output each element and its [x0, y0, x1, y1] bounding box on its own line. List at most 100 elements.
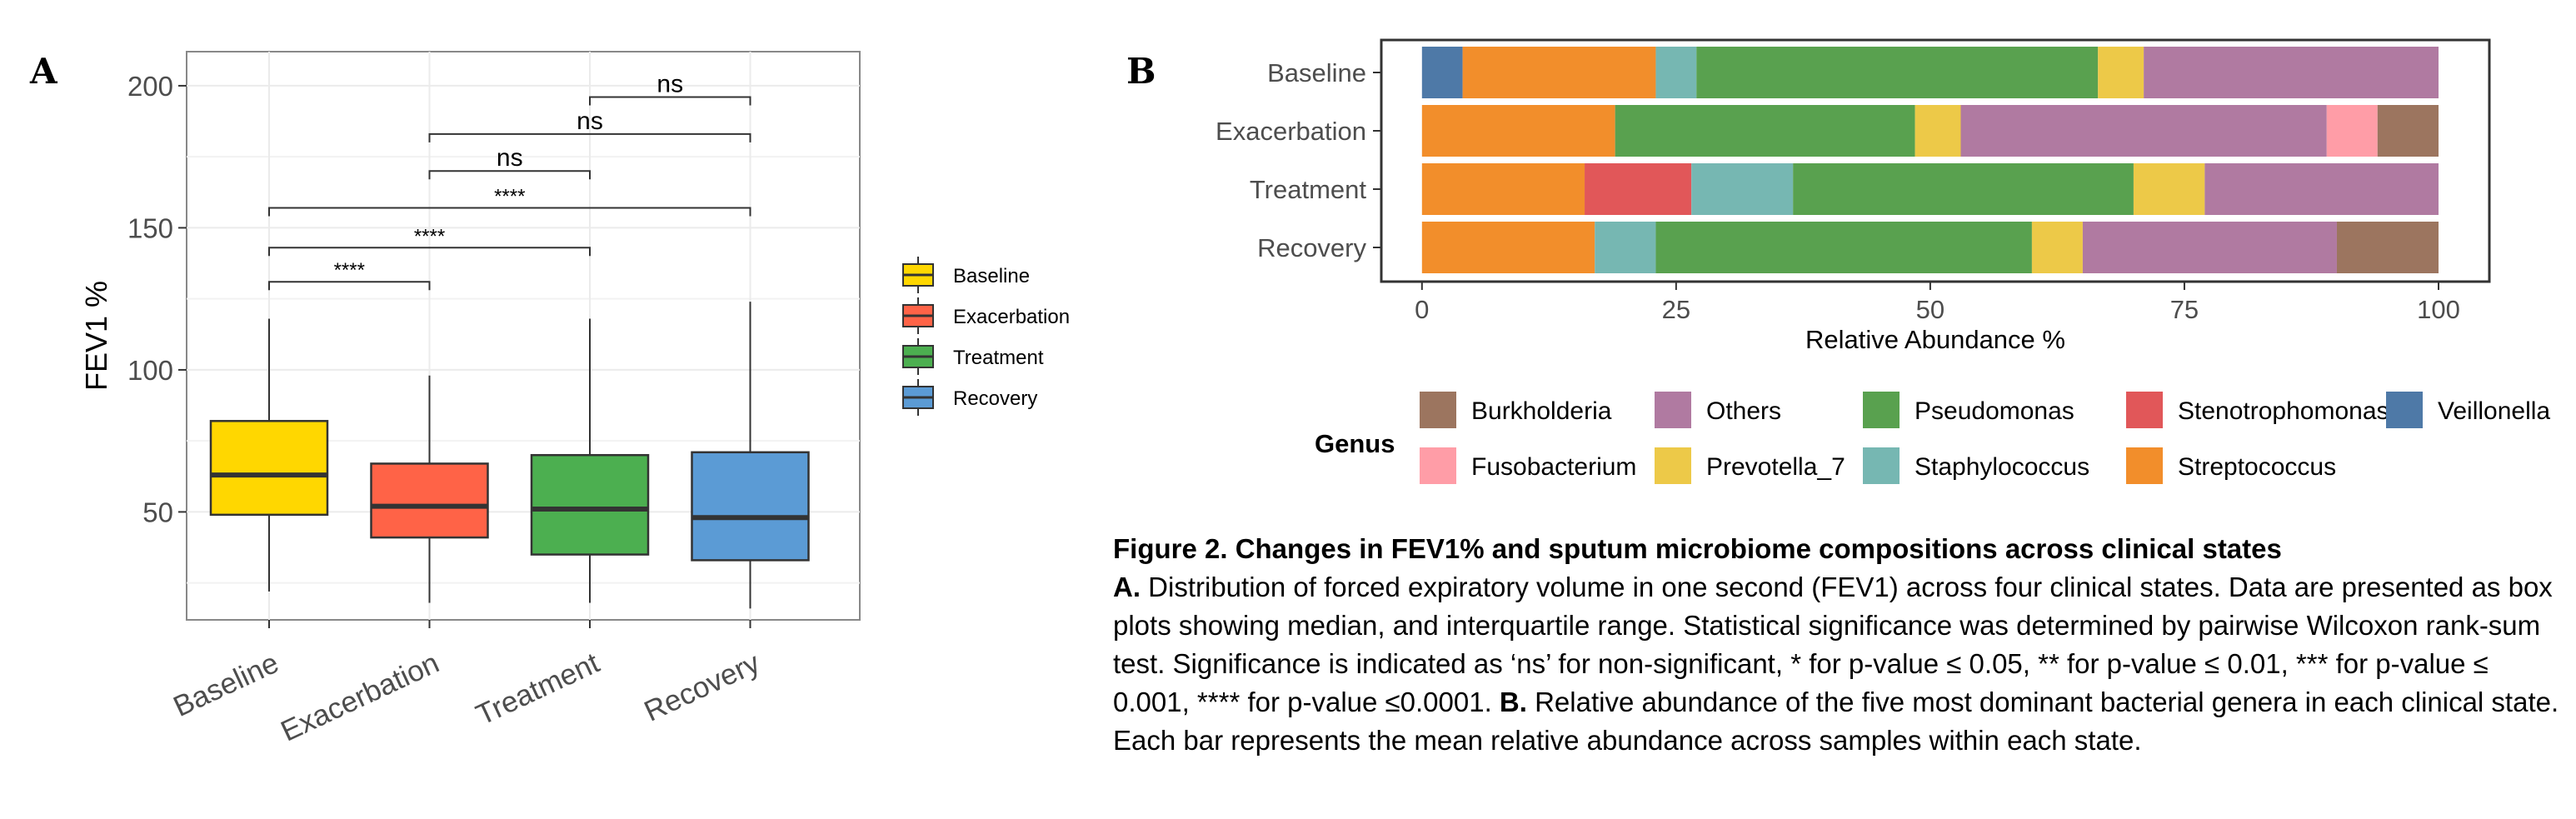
legend-item-recovery: Recovery — [902, 379, 1037, 416]
legend-label: Prevotella_7 — [1706, 453, 1845, 481]
legend-label: Stenotrophomonas — [2178, 397, 2389, 425]
legend-item-others: Others — [1655, 392, 1781, 428]
x-tick-label: 100 — [2417, 295, 2460, 324]
y-tick-label: 150 — [127, 212, 173, 243]
legend-swatch — [2126, 392, 2163, 428]
legend-item-prevotella_7: Prevotella_7 — [1655, 447, 1845, 484]
legend-item-exacerbation: Exacerbation — [902, 297, 1070, 334]
panel-b-letter: B — [1126, 51, 1156, 92]
legend-item-staphylococcus: Staphylococcus — [1863, 447, 2089, 484]
legend-swatch — [1655, 447, 1691, 484]
panel-b-x-axis-label: Relative Abundance % — [1805, 325, 2065, 354]
box-treatment — [530, 318, 650, 603]
significance-label: ns — [656, 71, 683, 98]
bar-segment-others — [2082, 222, 2337, 273]
bar-segment-streptococcus — [1462, 47, 1656, 98]
bracket-line — [268, 207, 751, 217]
panel-a-legend: Baseline Exacerbation Treatment Recovery — [902, 257, 1070, 416]
box-exacerbation — [370, 375, 489, 603]
legend-swatch — [1863, 392, 1900, 428]
bar-segment-prevotella_7 — [1915, 105, 1961, 157]
legend-swatch — [1420, 447, 1456, 484]
panel-a-y-ticks: 50 100 150 200 — [127, 71, 187, 527]
significance-label: ns — [497, 144, 523, 172]
figure-caption: Figure 2. Changes in FEV1% and sputum mi… — [1113, 530, 2563, 760]
legend-item-stenotrophomonas: Stenotrophomonas — [2126, 392, 2389, 428]
box-recovery — [691, 302, 810, 609]
y-tick-label: Exacerbation — [1216, 117, 1366, 146]
bar-segment-fusobacterium — [2326, 105, 2378, 157]
legend-label: Burkholderia — [1471, 397, 1612, 425]
bar-segment-streptococcus — [1421, 222, 1595, 273]
panel-a-letter: A — [29, 51, 58, 92]
x-tick-label: Treatment — [472, 647, 605, 732]
legend-label: Veillonella — [2438, 397, 2550, 425]
bar-segment-staphylococcus — [1655, 47, 1697, 98]
box-iqr — [209, 420, 329, 517]
panel-b-stacked-bar-chart: Baseline Exacerbation Treatment Recovery 0 2… — [1216, 38, 2491, 354]
panel-b-legend-title: Genus — [1315, 429, 1395, 458]
legend-label: Staphylococcus — [1915, 453, 2089, 481]
caption-a-label: A. — [1113, 572, 1141, 602]
legend-label: Others — [1706, 397, 1781, 425]
legend-item-streptococcus: Streptococcus — [2126, 447, 2336, 484]
legend-swatch — [2386, 392, 2423, 428]
y-tick-label: 100 — [127, 355, 173, 386]
bar-segment-pseudomonas — [1655, 222, 2032, 273]
legend-item-pseudomonas: Pseudomonas — [1863, 392, 2074, 428]
y-tick-label: 50 — [142, 497, 173, 527]
bracket-line — [268, 247, 591, 257]
caption-b-label: B. — [1499, 687, 1527, 717]
y-tick-label: Recovery — [1257, 233, 1366, 262]
legend-label: Recovery — [953, 387, 1037, 410]
bracket-line — [428, 132, 751, 142]
significance-bracket: ns — [428, 107, 751, 142]
box-iqr — [530, 453, 650, 556]
bar-segment-stenotrophomonas — [1585, 163, 1692, 215]
significance-bracket: **** — [268, 259, 431, 291]
caption-title: Figure 2. Changes in FEV1% and sputum mi… — [1113, 533, 2282, 564]
bar-segment-staphylococcus — [1691, 163, 1794, 215]
bar-exacerbation — [1421, 105, 2439, 157]
legend-label: Baseline — [953, 265, 1030, 287]
legend-item-fusobacterium: Fusobacterium — [1420, 447, 1636, 484]
x-tick-label: 50 — [1916, 295, 1944, 324]
panel-a-significance: **** **** **** ns ns ns — [268, 71, 751, 291]
bar-segment-burkholderia — [2377, 105, 2439, 157]
legend-label: Fusobacterium — [1471, 453, 1636, 481]
legend-label: Streptococcus — [2178, 453, 2336, 481]
x-tick-label: Baseline — [168, 647, 283, 723]
caption-a-text: Distribution of forced expiratory volume… — [1113, 572, 2553, 717]
legend-swatch — [1655, 392, 1691, 428]
bar-baseline — [1421, 47, 2439, 98]
box-baseline — [209, 318, 329, 592]
box-iqr — [691, 451, 810, 562]
y-tick-label: Baseline — [1267, 58, 1366, 87]
bracket-line — [428, 170, 591, 180]
x-tick-label: Exacerbation — [276, 647, 444, 748]
panel-b-bars — [1421, 47, 2439, 273]
bar-segment-others — [2204, 163, 2439, 215]
bar-treatment — [1421, 163, 2439, 215]
x-tick-label: 25 — [1662, 295, 1690, 324]
legend-swatch — [1420, 392, 1456, 428]
panel-b-x-ticks: 0 25 50 75 100 — [1415, 282, 2460, 324]
significance-label: **** — [414, 225, 445, 247]
bar-segment-streptococcus — [1421, 163, 1585, 215]
legend-item-baseline: Baseline — [902, 257, 1030, 293]
bar-segment-staphylococcus — [1595, 222, 1656, 273]
panel-a-y-axis-label: FEV1 % — [79, 281, 113, 391]
y-tick-label: Treatment — [1250, 175, 1367, 204]
legend-item-treatment: Treatment — [902, 338, 1044, 375]
significance-bracket: **** — [268, 225, 591, 257]
bracket-line — [268, 281, 431, 291]
caption-b-text: Relative abundance of the five most domi… — [1113, 687, 2559, 756]
x-tick-label: 75 — [2170, 295, 2199, 324]
legend-label: Pseudomonas — [1915, 397, 2074, 425]
bar-segment-prevotella_7 — [2031, 222, 2083, 273]
significance-bracket: **** — [268, 186, 751, 217]
bar-segment-others — [1960, 105, 2327, 157]
significance-label: **** — [334, 259, 365, 282]
legend-label: Treatment — [953, 347, 1044, 369]
